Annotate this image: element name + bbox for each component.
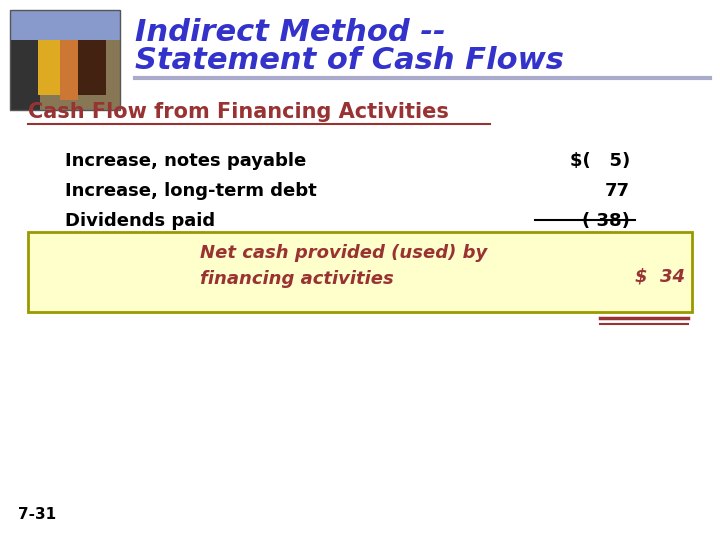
Text: $  34: $ 34 [635, 268, 685, 286]
Text: 7-31: 7-31 [18, 507, 56, 522]
FancyBboxPatch shape [28, 232, 692, 312]
Text: Increase, long-term debt: Increase, long-term debt [65, 182, 317, 200]
Text: Dividends paid: Dividends paid [65, 212, 215, 230]
Text: Statement of Cash Flows: Statement of Cash Flows [135, 46, 564, 75]
Bar [10, 10, 120, 110]
Bar [10, 10, 120, 110]
Text: $(   5): $( 5) [570, 152, 630, 170]
Bar [10, 10, 120, 40]
Text: Increase, notes payable: Increase, notes payable [65, 152, 306, 170]
Text: financing activities: financing activities [200, 270, 394, 288]
Text: Net cash provided (used) by: Net cash provided (used) by [200, 244, 487, 262]
Text: Indirect Method --: Indirect Method -- [135, 18, 446, 47]
Bar [60, 10, 78, 100]
Text: ( 38): ( 38) [582, 212, 630, 230]
Bar [10, 10, 40, 110]
Bar [78, 10, 106, 95]
Bar [38, 10, 60, 95]
Text: Cash Flow from Financing Activities: Cash Flow from Financing Activities [28, 102, 449, 122]
Text: 77: 77 [605, 182, 630, 200]
